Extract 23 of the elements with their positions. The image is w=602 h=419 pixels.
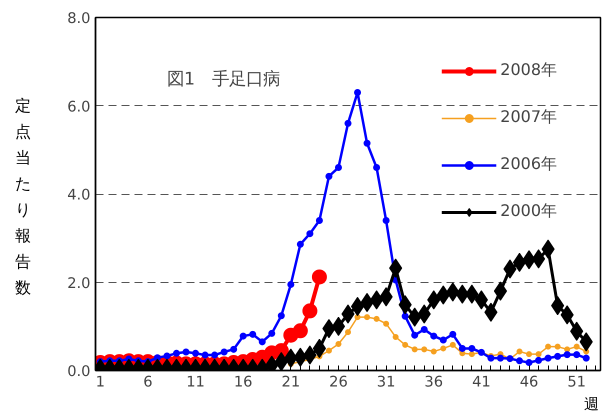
y-tick-label: 6.0 (67, 98, 91, 116)
text: 図1 手足口病 (166, 69, 280, 90)
x-tick-label: 21 (282, 374, 300, 390)
legend-label: 2008年 (500, 60, 557, 81)
x-tick-label: 51 (567, 374, 586, 390)
legend-label: 2006年 (500, 154, 557, 175)
x-tick-label: 6 (143, 374, 153, 390)
x-tick-label: 36 (424, 374, 444, 390)
y-tick-label: 4.0 (67, 186, 91, 204)
legend-label: 2007年 (500, 107, 557, 128)
legend-label: 2000年 (500, 201, 557, 222)
y-tick-label: 2.0 (67, 274, 91, 292)
y-axis-title: 定点当たり報告数 (15, 95, 31, 299)
x-tick-label: 46 (520, 374, 538, 390)
x-axis-title: 週 (584, 394, 599, 415)
y-tick-label: 8.0 (67, 10, 91, 27)
x-tick-label: 31 (376, 374, 396, 390)
x-tick-label: 26 (329, 374, 348, 390)
x-tick-label: 1 (96, 374, 105, 390)
x-tick-label: 11 (186, 374, 205, 390)
x-tick-label: 16 (234, 374, 253, 390)
y-tick-label: 0.0 (67, 363, 91, 380)
x-tick-label: 41 (472, 374, 491, 390)
